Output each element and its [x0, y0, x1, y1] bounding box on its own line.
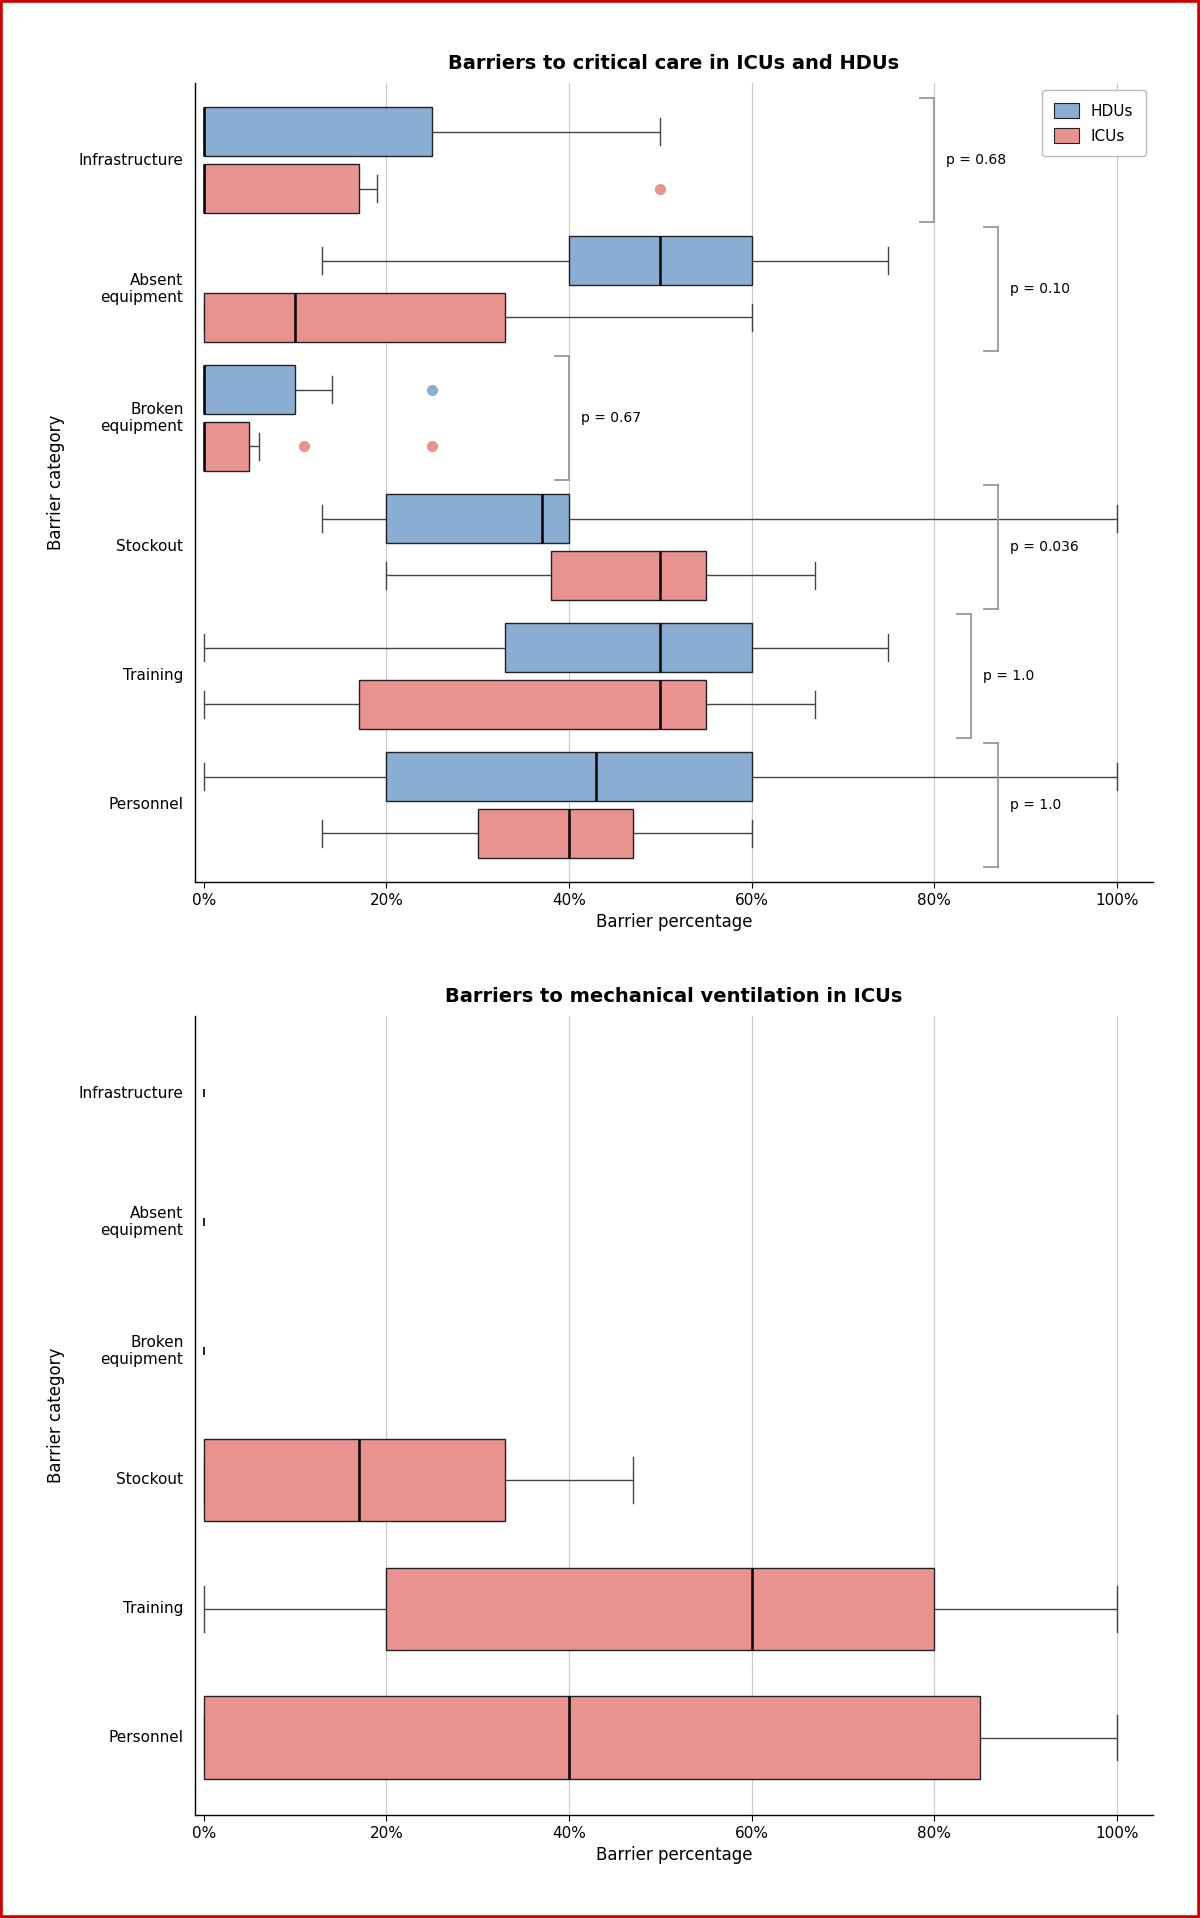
Bar — [478, 809, 632, 857]
Text: p = 0.036: p = 0.036 — [1010, 541, 1079, 554]
Bar — [386, 1567, 934, 1649]
Bar — [204, 422, 250, 472]
X-axis label: Barrier percentage: Barrier percentage — [595, 913, 752, 932]
Title: Barriers to mechanical ventilation in ICUs: Barriers to mechanical ventilation in IC… — [445, 986, 902, 1005]
Bar — [551, 550, 706, 600]
Bar — [204, 107, 432, 155]
Bar — [359, 679, 706, 729]
Bar — [204, 364, 295, 414]
Text: p = 0.67: p = 0.67 — [581, 410, 641, 426]
Bar — [386, 752, 751, 802]
Bar — [204, 165, 359, 213]
Text: p = 0.10: p = 0.10 — [1010, 282, 1070, 295]
Bar — [386, 495, 569, 543]
Title: Barriers to critical care in ICUs and HDUs: Barriers to critical care in ICUs and HD… — [449, 54, 900, 73]
Bar — [569, 236, 751, 286]
Bar — [204, 1438, 505, 1521]
Text: p = 1.0: p = 1.0 — [1010, 798, 1061, 811]
Text: p = 0.68: p = 0.68 — [946, 153, 1006, 167]
X-axis label: Barrier percentage: Barrier percentage — [595, 1847, 752, 1864]
Y-axis label: Barrier category: Barrier category — [47, 414, 65, 550]
Text: p = 1.0: p = 1.0 — [983, 669, 1033, 683]
Bar — [204, 293, 505, 341]
Bar — [505, 623, 751, 671]
Legend: HDUs, ICUs: HDUs, ICUs — [1042, 90, 1146, 155]
Bar — [204, 1697, 980, 1780]
Y-axis label: Barrier category: Barrier category — [47, 1348, 65, 1483]
